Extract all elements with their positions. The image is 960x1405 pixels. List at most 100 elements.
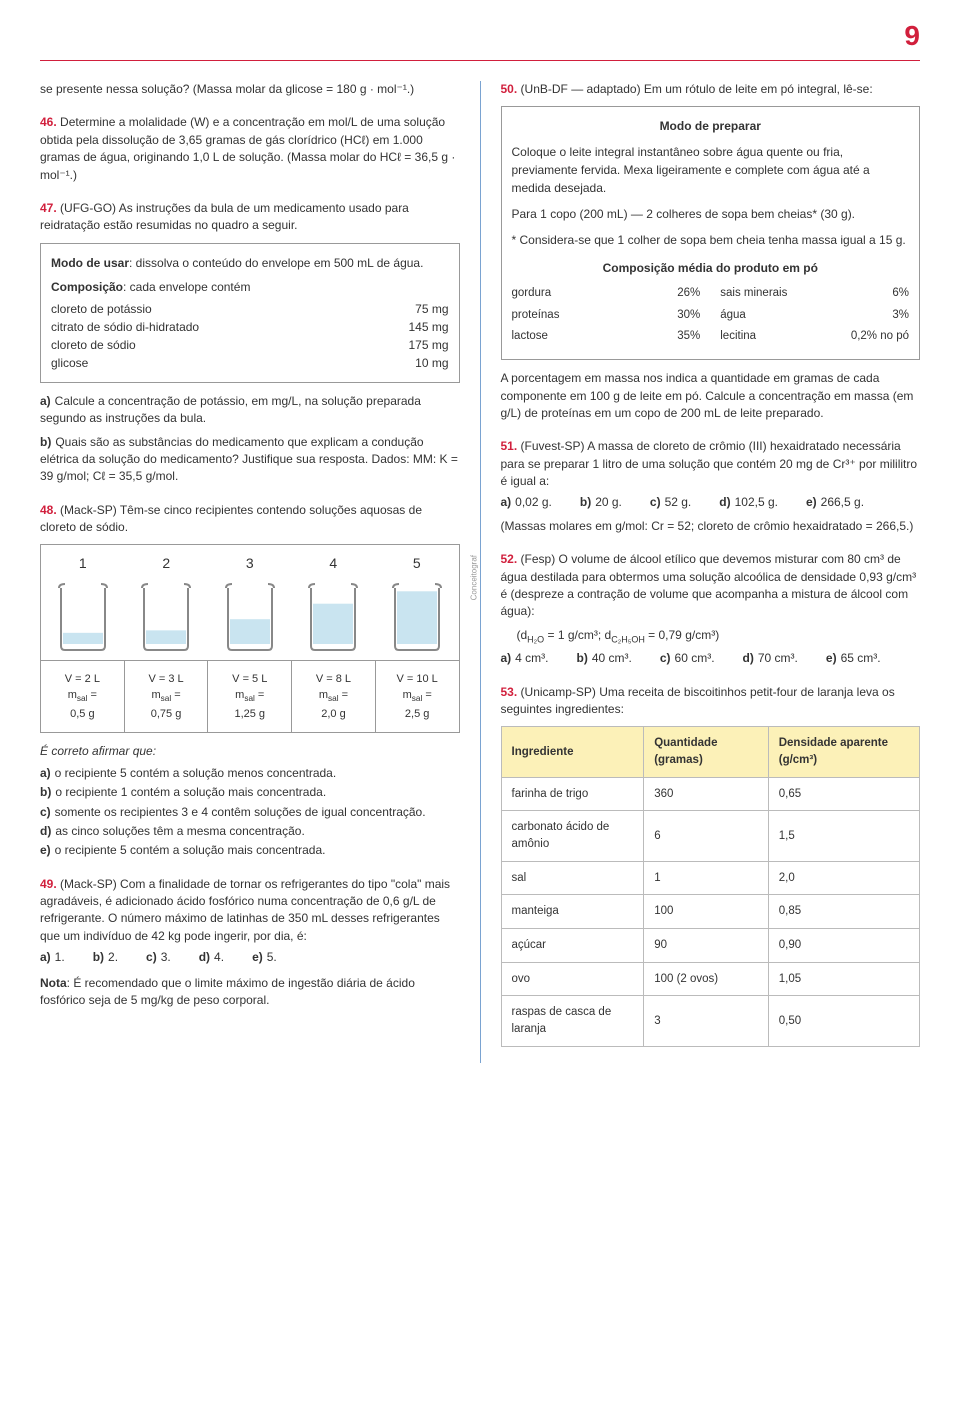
option: c)somente os recipientes 3 e 4 contêm so… [40, 804, 460, 821]
q50-tail: A porcentagem em massa nos indica a quan… [501, 370, 921, 422]
beaker-icon [57, 582, 109, 652]
q52-text: (Fesp) O volume de álcool etílico que de… [501, 552, 917, 618]
table-row: farinha de trigo3600,65 [501, 777, 920, 811]
beaker-data: V = 10 Lmsal =2,5 g [376, 661, 459, 733]
option: a)0,02 g. [501, 494, 552, 511]
option: b)20 g. [580, 494, 622, 511]
left-column: se presente nessa solução? (Massa molar … [40, 81, 460, 1063]
option: e)o recipiente 5 contém a solução mais c… [40, 842, 460, 859]
table-row: carbonato ácido de amônio61,5 [501, 811, 920, 861]
q52-number: 52. [501, 552, 518, 566]
beaker-icon [307, 582, 359, 652]
table-cell: 6 [644, 811, 769, 861]
comp-row: água3% [720, 307, 909, 324]
question-intro: se presente nessa solução? (Massa molar … [40, 81, 460, 98]
q48-text: (Mack-SP) Têm-se cinco recipientes conte… [40, 503, 422, 534]
q50-number: 50. [501, 82, 518, 96]
beaker-number: 2 [125, 545, 209, 581]
table-cell: 100 [644, 895, 769, 929]
q47-a: Calcule a concentração de potássio, em m… [40, 394, 421, 425]
q53-table: IngredienteQuantidade (gramas)Densidade … [501, 726, 921, 1046]
q50-text: (UnB-DF — adaptado) Em um rótulo de leit… [521, 82, 873, 96]
option: a)4 cm³. [501, 650, 549, 667]
q51-options: a)0,02 g. b)20 g. c)52 g. d)102,5 g. e)266,5… [501, 494, 921, 511]
q50-comp-table: gordura26%proteínas30%lactose35% sais mi… [512, 285, 910, 349]
option: e)266,5 g. [806, 494, 864, 511]
question-49: 49. (Mack-SP) Com a finalidade de tornar… [40, 876, 460, 1010]
q47-comp-row: cloreto de potássio75 mg [51, 300, 449, 318]
q50-box-p3: * Considera-se que 1 colher de sopa bem … [512, 231, 910, 249]
q47-comp-label: Composição [51, 280, 123, 294]
table-cell: 0,85 [768, 895, 919, 929]
q47-b: Quais são as substâncias do medicamento … [40, 435, 458, 484]
table-cell: 1,5 [768, 811, 919, 861]
q49-note-label: Nota [40, 976, 67, 990]
option: d)102,5 g. [719, 494, 778, 511]
q51-number: 51. [501, 439, 518, 453]
option: a)o recipiente 5 contém a solução menos … [40, 765, 460, 782]
q48-number: 48. [40, 503, 57, 517]
q47-modo: : dissolva o conteúdo do envelope em 500… [129, 256, 423, 270]
question-48: 48. (Mack-SP) Têm-se cinco recipientes c… [40, 502, 460, 860]
q49-note: Nota: É recomendado que o limite máximo … [40, 975, 460, 1010]
q47-box: Modo de usar: dissolva o conteúdo do env… [40, 243, 460, 383]
option: d)70 cm³. [743, 650, 798, 667]
table-row: açúcar900,90 [501, 929, 920, 963]
q47-comp: : cada envelope contém [123, 280, 250, 294]
table-cell: 3 [644, 996, 769, 1046]
option: c)52 g. [650, 494, 691, 511]
table-cell: 90 [644, 929, 769, 963]
option: a)1. [40, 949, 65, 966]
q47-subparts: a)Calcule a concentração de potássio, em… [40, 393, 460, 486]
q49-options: a)1.b)2.c)3.d)4.e)5. [40, 949, 460, 966]
beaker-icon [391, 582, 443, 652]
option: e)5. [252, 949, 277, 966]
question-50: 50. (UnB-DF — adaptado) Em um rótulo de … [501, 81, 921, 422]
beaker-cell [41, 582, 125, 660]
q49-text: (Mack-SP) Com a finalidade de tornar os … [40, 877, 450, 943]
beaker-number: 3 [208, 545, 292, 581]
option: b)2. [93, 949, 118, 966]
beaker-number: 4 [292, 545, 376, 581]
beaker-number: 1 [41, 545, 125, 581]
q47-a-label: a) [40, 394, 51, 408]
q48-options: a)o recipiente 5 contém a solução menos … [40, 765, 460, 860]
option: b)40 cm³. [577, 650, 632, 667]
table-cell: 0,50 [768, 996, 919, 1046]
header-rule [40, 60, 920, 61]
table-cell: 0,65 [768, 777, 919, 811]
question-52: 52. (Fesp) O volume de álcool etílico qu… [501, 551, 921, 667]
q52-options: a)4 cm³.b)40 cm³.c)60 cm³.d)70 cm³.e)65 … [501, 650, 921, 667]
option: d)as cinco soluções têm a mesma concentr… [40, 823, 460, 840]
table-header: Ingrediente [501, 727, 644, 777]
table-cell: 1 [644, 861, 769, 895]
q49-number: 49. [40, 877, 57, 891]
q50-comp-title: Composição média do produto em pó [512, 259, 910, 277]
q48-stem: É correto afirmar que: [40, 744, 156, 758]
q48-credit: Conceitograf [469, 555, 481, 600]
q53-number: 53. [501, 685, 518, 699]
table-row: raspas de casca de laranja30,50 [501, 996, 920, 1046]
table-cell: 2,0 [768, 861, 919, 895]
table-row: manteiga1000,85 [501, 895, 920, 929]
beaker-number: 5 [375, 545, 459, 581]
table-header: Densidade aparente (g/cm³) [768, 727, 919, 777]
q51-tail: (Massas molares em g/mol: Cr = 52; clore… [501, 518, 921, 535]
option: e)65 cm³. [826, 650, 881, 667]
q51-text: (Fuvest-SP) A massa de cloreto de crômio… [501, 439, 918, 488]
table-row: ovo100 (2 ovos)1,05 [501, 962, 920, 996]
option: b)o recipiente 1 contém a solução mais c… [40, 784, 460, 801]
q49-note-text: : É recomendado que o limite máximo de i… [40, 976, 415, 1007]
table-cell: manteiga [501, 895, 644, 929]
comp-row: gordura26% [512, 285, 701, 302]
right-column: 50. (UnB-DF — adaptado) Em um rótulo de … [501, 81, 921, 1063]
beaker-cell [125, 582, 209, 660]
option: c)3. [146, 949, 171, 966]
comp-row: lecitina0,2% no pó [720, 328, 909, 345]
q46-number: 46. [40, 115, 57, 129]
q50-box: Modo de preparar Coloque o leite integra… [501, 106, 921, 360]
q53-text: (Unicamp-SP) Uma receita de biscoitinhos… [501, 685, 895, 716]
table-cell: 0,90 [768, 929, 919, 963]
q47-b-label: b) [40, 435, 51, 449]
q52-densities: (dH₂O = 1 g/cm³; dC₂H₅OH = 0,79 g/cm³) [517, 627, 921, 646]
